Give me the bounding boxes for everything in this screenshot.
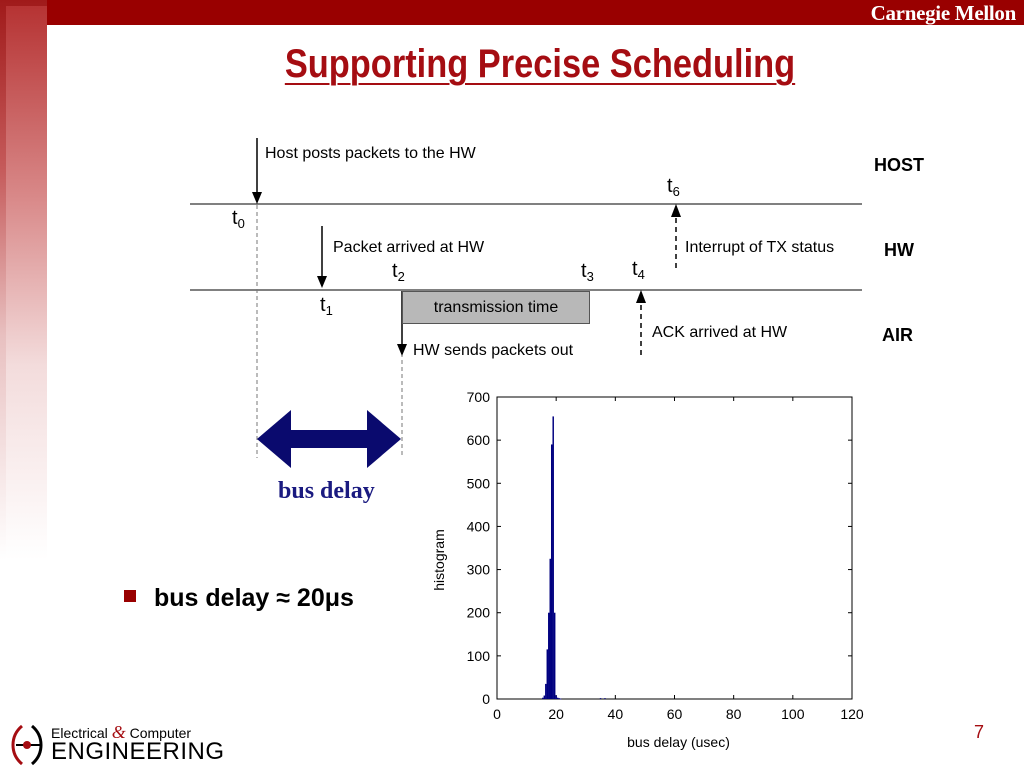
y-tick-label: 0 xyxy=(482,691,490,707)
top-bar xyxy=(0,0,1024,25)
side-gradient xyxy=(0,0,47,560)
host-posts-label: Host posts packets to the HW xyxy=(265,145,476,162)
histogram-bar xyxy=(604,698,606,699)
lane-hw: HW xyxy=(884,240,914,260)
lane-host: HOST xyxy=(874,155,925,175)
time-t1: t1 xyxy=(320,294,333,318)
bullet-marker xyxy=(124,590,136,602)
ack-label: ACK arrived at HW xyxy=(652,324,788,341)
page-number: 7 xyxy=(973,722,984,742)
x-tick-label: 80 xyxy=(726,706,742,722)
x-tick-label: 60 xyxy=(667,706,683,722)
x-tick-label: 120 xyxy=(840,706,864,722)
lane-air: AIR xyxy=(882,325,913,345)
ece-logo-icon xyxy=(11,724,43,766)
histogram-bar xyxy=(550,444,553,699)
histogram-bar xyxy=(559,698,562,700)
x-tick-label: 40 xyxy=(608,706,624,722)
bus-delay-arrow xyxy=(257,410,401,468)
time-t6: t6 xyxy=(667,175,680,199)
histogram-bar xyxy=(545,683,547,699)
y-tick-label: 100 xyxy=(467,648,491,664)
y-tick-label: 700 xyxy=(467,389,491,405)
y-tick-label: 300 xyxy=(467,562,491,578)
x-axis-label: bus delay (usec) xyxy=(627,734,730,750)
histogram-bar xyxy=(549,558,551,699)
time-t4: t4 xyxy=(632,258,645,282)
x-tick-label: 20 xyxy=(548,706,564,722)
bus-delay-label: bus delay xyxy=(278,478,375,504)
x-tick-label: 0 xyxy=(493,706,501,722)
histogram-bar xyxy=(543,695,546,699)
histogram-bar xyxy=(546,649,549,699)
histogram-bar xyxy=(555,695,557,699)
time-t2: t2 xyxy=(392,260,405,284)
histogram-bar xyxy=(556,697,559,699)
histogram-bar xyxy=(552,416,554,699)
y-axis-label: histogram xyxy=(431,529,447,590)
page-title: Supporting Precise Scheduling xyxy=(284,42,796,86)
ece-logo-line2: ENGINEERING xyxy=(51,738,225,765)
bullet-item: bus delay ≈ 20μs xyxy=(124,584,354,613)
histogram-bar xyxy=(542,697,544,699)
histogram-bar xyxy=(599,698,602,699)
bullet-text: bus delay ≈ 20μs xyxy=(154,584,354,612)
time-t0: t0 xyxy=(232,207,245,231)
y-tick-label: 600 xyxy=(467,432,491,448)
y-tick-label: 200 xyxy=(467,605,491,621)
interrupt-label: Interrupt of TX status xyxy=(685,239,835,256)
hw-sends-label: HW sends packets out xyxy=(413,342,574,359)
histogram-bar xyxy=(558,698,560,699)
y-tick-label: 400 xyxy=(467,518,491,534)
x-tick-label: 100 xyxy=(781,706,805,722)
y-tick-label: 500 xyxy=(467,475,491,491)
histogram-bar xyxy=(548,612,550,699)
time-t3: t3 xyxy=(581,260,594,284)
ece-logo-line1: Electrical & Computer xyxy=(51,722,192,742)
packet-arrived-label: Packet arrived at HW xyxy=(333,239,485,256)
histogram-bar xyxy=(553,612,556,699)
brand-logo: Carnegie Mellon xyxy=(870,1,1017,25)
transmission-time-box: transmission time xyxy=(402,291,590,324)
ece-logo: Electrical & Computer ENGINEERING xyxy=(6,722,236,768)
